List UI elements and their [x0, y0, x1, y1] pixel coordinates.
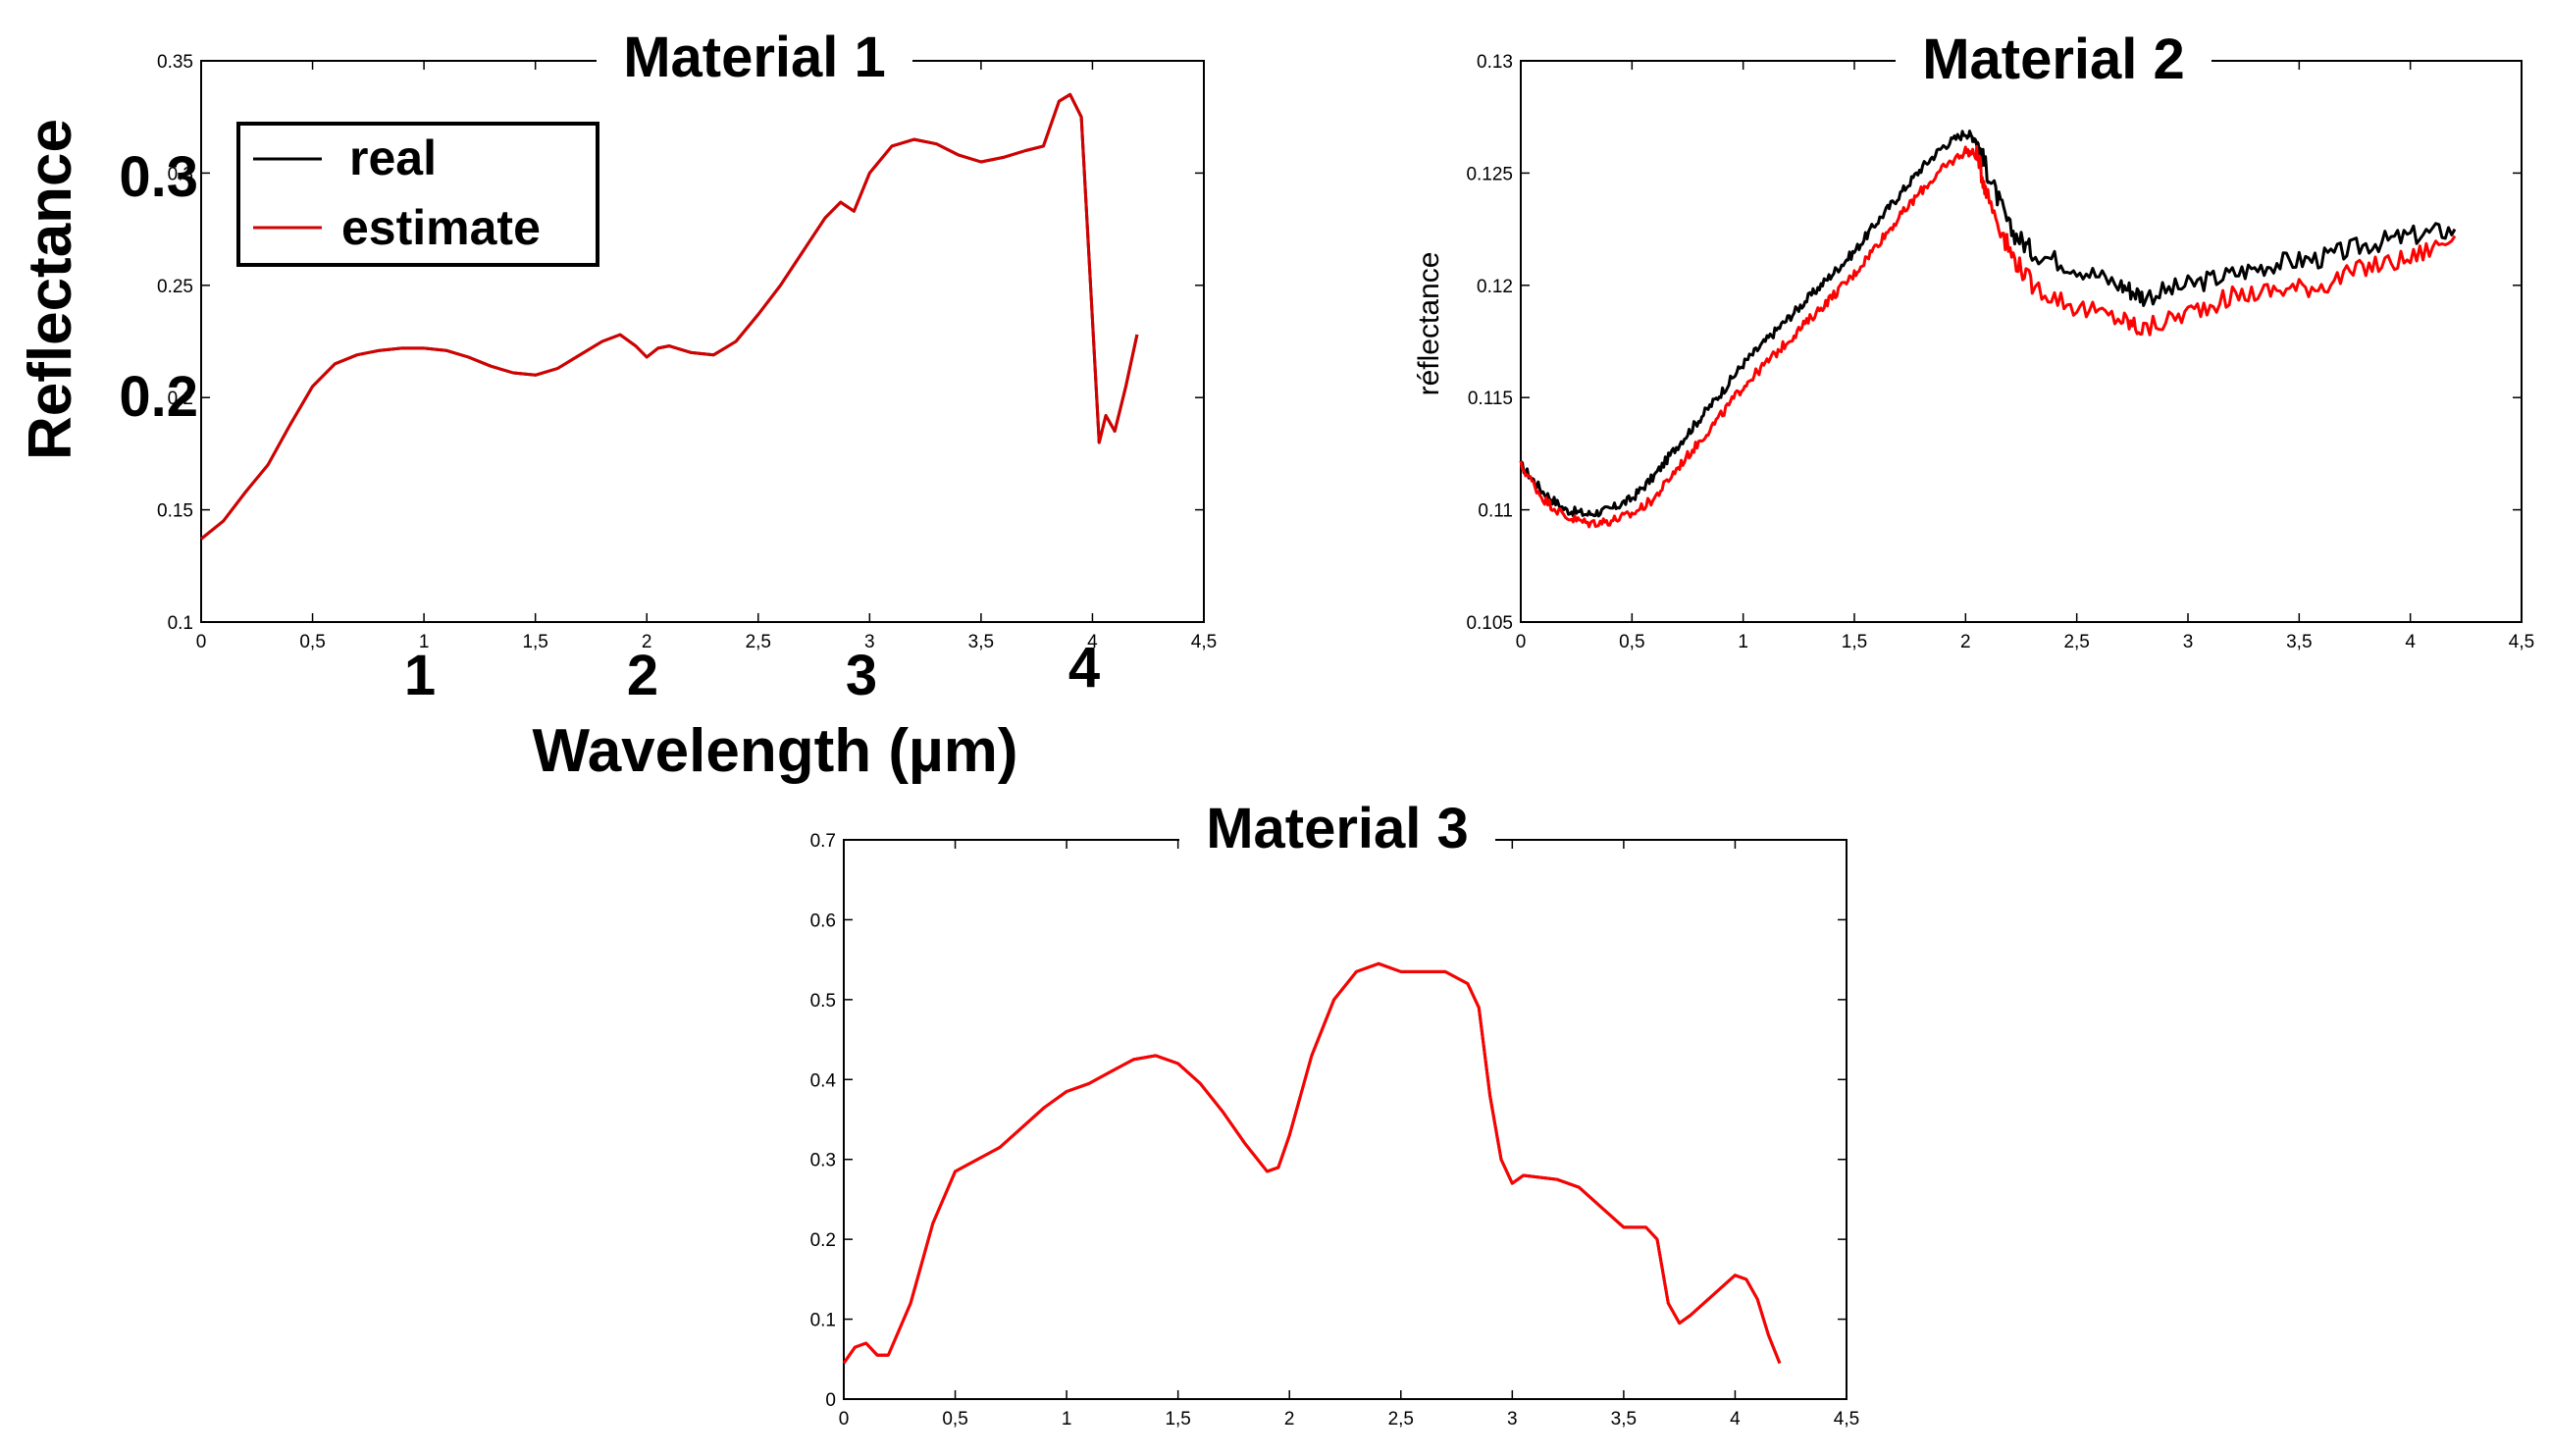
big-ytick-0-3: 0.3: [119, 145, 198, 209]
big-xtick-2: 2: [627, 644, 658, 707]
x-tick-label: 3,5: [968, 632, 994, 652]
x-tick-label: 3,5: [2286, 632, 2312, 652]
series-group-3: [842, 962, 1782, 1365]
y-tick-label: 0: [825, 1390, 836, 1411]
x-tick-label: 4,5: [1834, 1409, 1859, 1430]
y-axis-label-2: réflectance: [1413, 252, 1445, 396]
y-tick-label: 0.105: [1466, 613, 1513, 634]
x-tick-label: 0: [839, 1409, 850, 1430]
chart-title-1: Material 1: [623, 26, 886, 89]
axis-ticks-2: 0 0,5 1 1,5 2 2,5 3 3,5 4 4,5 0.105 0.11 0.115 0.12 0.…: [1466, 52, 2534, 652]
x-tick-label: 2,5: [2063, 632, 2089, 652]
x-tick-label: 3: [2183, 632, 2194, 652]
x-tick-label: 4: [2405, 632, 2416, 652]
x-tick-label: 1: [419, 632, 430, 652]
y-tick-label: 0.15: [157, 501, 193, 522]
chart-title-2: Material 2: [1922, 27, 2185, 91]
axis-ticks-3: 0 0,5 1 1,5 2 2,5 3 3,5 4 4,5 0 0.1 0.2 0.3 0.4 0.5 0.6 0…: [810, 831, 1860, 1430]
series-line-real: [842, 962, 1782, 1365]
plot-frame-2: [1520, 60, 2523, 623]
y-tick-label: 0.6: [810, 910, 836, 931]
y-tick-label: 0.12: [1477, 277, 1513, 297]
x-tick-label: 1: [1738, 632, 1748, 652]
title-backdrop-1: [597, 29, 912, 86]
x-tick-label: 3: [1507, 1409, 1518, 1430]
y-tick-label: 0.11: [1478, 501, 1513, 522]
x-tick-label: 1,5: [1165, 1409, 1190, 1430]
series-line-estimate: [842, 962, 1782, 1365]
y-tick-label: 0.2: [810, 1230, 836, 1251]
chart-title-3: Material 3: [1206, 797, 1469, 860]
x-tick-label: 4: [1087, 632, 1098, 652]
chart-material-3: 0 0,5 1 1,5 2 2,5 3 3,5 4 4,5 0 0.1 0.2 0.3 0.4 0.5 0.6 0…: [810, 797, 1860, 1430]
x-tick-label: 2: [642, 632, 652, 652]
big-xtick-3: 3: [846, 644, 877, 707]
x-tick-label: 3,5: [1611, 1409, 1637, 1430]
y-tick-label: 0.13: [1477, 52, 1513, 73]
legend-label-real: real: [349, 130, 437, 185]
title-backdrop-2: [1896, 29, 2212, 86]
y-tick-label: 0.25: [157, 277, 193, 297]
y-tick-label: 0.4: [810, 1070, 837, 1091]
legend-box: [236, 122, 599, 267]
x-tick-label: 4,5: [2509, 632, 2534, 652]
y-tick-label: 0.125: [1466, 164, 1513, 184]
series-line-estimate: [200, 92, 1139, 541]
y-tick-label: 0.1: [810, 1311, 836, 1331]
y-tick-label: 0.2: [168, 389, 193, 409]
x-tick-label: 4: [1730, 1409, 1741, 1430]
x-tick-label: 1: [1062, 1409, 1072, 1430]
legend-1: real estimate: [236, 122, 599, 267]
x-tick-label: 0,5: [299, 632, 325, 652]
x-axis-label-1: Wavelength (µm): [532, 717, 1017, 785]
title-backdrop-3: [1179, 803, 1495, 863]
x-tick-label: 1,5: [522, 632, 547, 652]
series-line-estimate: [1519, 144, 2457, 529]
y-tick-label: 0.1: [168, 613, 193, 634]
x-tick-label: 3: [864, 632, 875, 652]
big-ytick-0-2: 0.2: [119, 365, 198, 429]
legend-label-estimate: estimate: [341, 200, 541, 255]
x-tick-label: 0: [1516, 632, 1527, 652]
y-tick-label: 0.3: [810, 1151, 836, 1171]
x-tick-label: 2: [1960, 632, 1971, 652]
x-tick-label: 2,5: [1388, 1409, 1414, 1430]
x-tick-label: 2,5: [746, 632, 771, 652]
x-tick-label: 0,5: [1619, 632, 1644, 652]
series-line-real: [1519, 130, 2457, 518]
x-tick-label: 4,5: [1191, 632, 1217, 652]
series-group-1: [200, 92, 1139, 541]
chart-material-2: 0 0,5 1 1,5 2 2,5 3 3,5 4 4,5 0.105 0.11 0.115 0.12 0.…: [1413, 27, 2534, 652]
y-tick-label: 0.5: [810, 991, 836, 1012]
y-tick-label: 0.7: [810, 831, 836, 852]
big-xtick-4: 4: [1068, 636, 1100, 700]
big-xtick-1: 1: [404, 644, 436, 707]
x-tick-label: 0,5: [942, 1409, 967, 1430]
y-tick-label: 0.35: [157, 52, 193, 73]
x-tick-label: 2: [1284, 1409, 1295, 1430]
x-tick-label: 1,5: [1842, 632, 1867, 652]
chart-material-1: 0 0,5 1 1,5 2 2,5 3 3,5 4 4,5 0.1 0.15 0.2 0.25 0.3 0.3…: [17, 26, 1217, 785]
series-group-2: [1519, 130, 2457, 529]
plot-frame-3: [843, 839, 1847, 1400]
axis-ticks-1: 0 0,5 1 1,5 2 2,5 3 3,5 4 4,5 0.1 0.15 0.2 0.25 0.3 0.3…: [157, 52, 1217, 652]
y-tick-label: 0.115: [1468, 389, 1513, 409]
y-axis-label-1: Reflectance: [17, 119, 84, 460]
x-tick-label: 0: [196, 632, 207, 652]
y-tick-label: 0.3: [168, 164, 193, 184]
